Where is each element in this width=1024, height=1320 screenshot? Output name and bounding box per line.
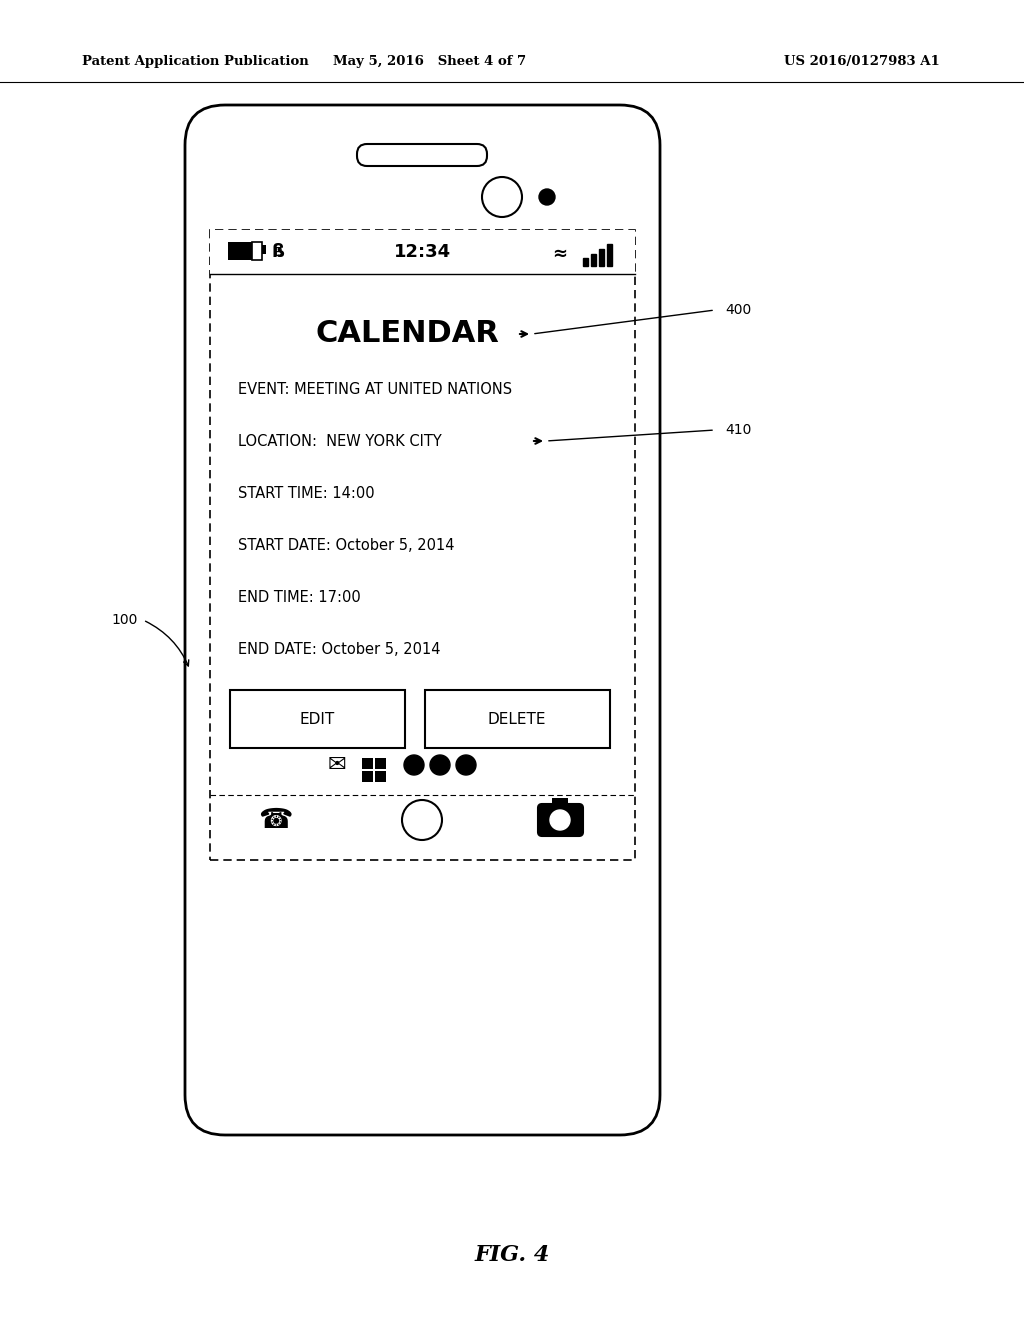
Circle shape	[539, 189, 555, 205]
Text: ✉: ✉	[328, 755, 346, 775]
Bar	[375, 758, 386, 770]
Text: START TIME: 14:00: START TIME: 14:00	[238, 486, 375, 500]
Bar	[583, 257, 588, 267]
FancyBboxPatch shape	[357, 144, 487, 166]
Text: 100: 100	[112, 612, 138, 627]
Bar	[210, 230, 635, 861]
Circle shape	[402, 800, 442, 840]
Circle shape	[456, 755, 476, 775]
Text: CALENDAR: CALENDAR	[315, 319, 499, 348]
Bar	[210, 230, 635, 275]
Text: END DATE: October 5, 2014: END DATE: October 5, 2014	[238, 642, 440, 656]
Text: ☎: ☎	[258, 807, 292, 834]
Bar	[362, 758, 373, 770]
Text: ≈: ≈	[552, 246, 567, 263]
Bar	[230, 690, 406, 748]
Bar	[375, 771, 386, 781]
Text: END TIME: 17:00: END TIME: 17:00	[238, 590, 360, 605]
Text: LOCATION:  NEW YORK CITY: LOCATION: NEW YORK CITY	[238, 433, 441, 449]
Bar	[552, 799, 568, 807]
Text: DELETE: DELETE	[487, 711, 546, 726]
Bar	[362, 771, 373, 781]
Text: Patent Application Publication: Patent Application Publication	[82, 55, 309, 69]
Bar	[425, 690, 610, 748]
Bar	[228, 242, 252, 260]
Text: 400: 400	[725, 304, 752, 317]
Circle shape	[404, 755, 424, 775]
Bar	[591, 253, 596, 267]
Circle shape	[430, 755, 450, 775]
Text: EVENT: MEETING AT UNITED NATIONS: EVENT: MEETING AT UNITED NATIONS	[238, 381, 512, 396]
Text: START DATE: October 5, 2014: START DATE: October 5, 2014	[238, 537, 455, 553]
Bar	[262, 244, 266, 253]
Circle shape	[482, 177, 522, 216]
Text: FIG. 4: FIG. 4	[474, 1243, 550, 1266]
Text: US 2016/0127983 A1: US 2016/0127983 A1	[784, 55, 940, 69]
Text: ß: ß	[271, 243, 285, 261]
FancyBboxPatch shape	[185, 106, 660, 1135]
Text: в: в	[273, 244, 283, 260]
Text: 410: 410	[725, 422, 752, 437]
Circle shape	[550, 810, 570, 830]
Text: EDIT: EDIT	[299, 711, 335, 726]
Text: 12:34: 12:34	[393, 243, 451, 261]
Bar	[607, 244, 612, 267]
FancyBboxPatch shape	[538, 804, 583, 836]
Text: May 5, 2016   Sheet 4 of 7: May 5, 2016 Sheet 4 of 7	[334, 55, 526, 69]
Bar	[252, 242, 262, 260]
Bar	[599, 249, 604, 267]
